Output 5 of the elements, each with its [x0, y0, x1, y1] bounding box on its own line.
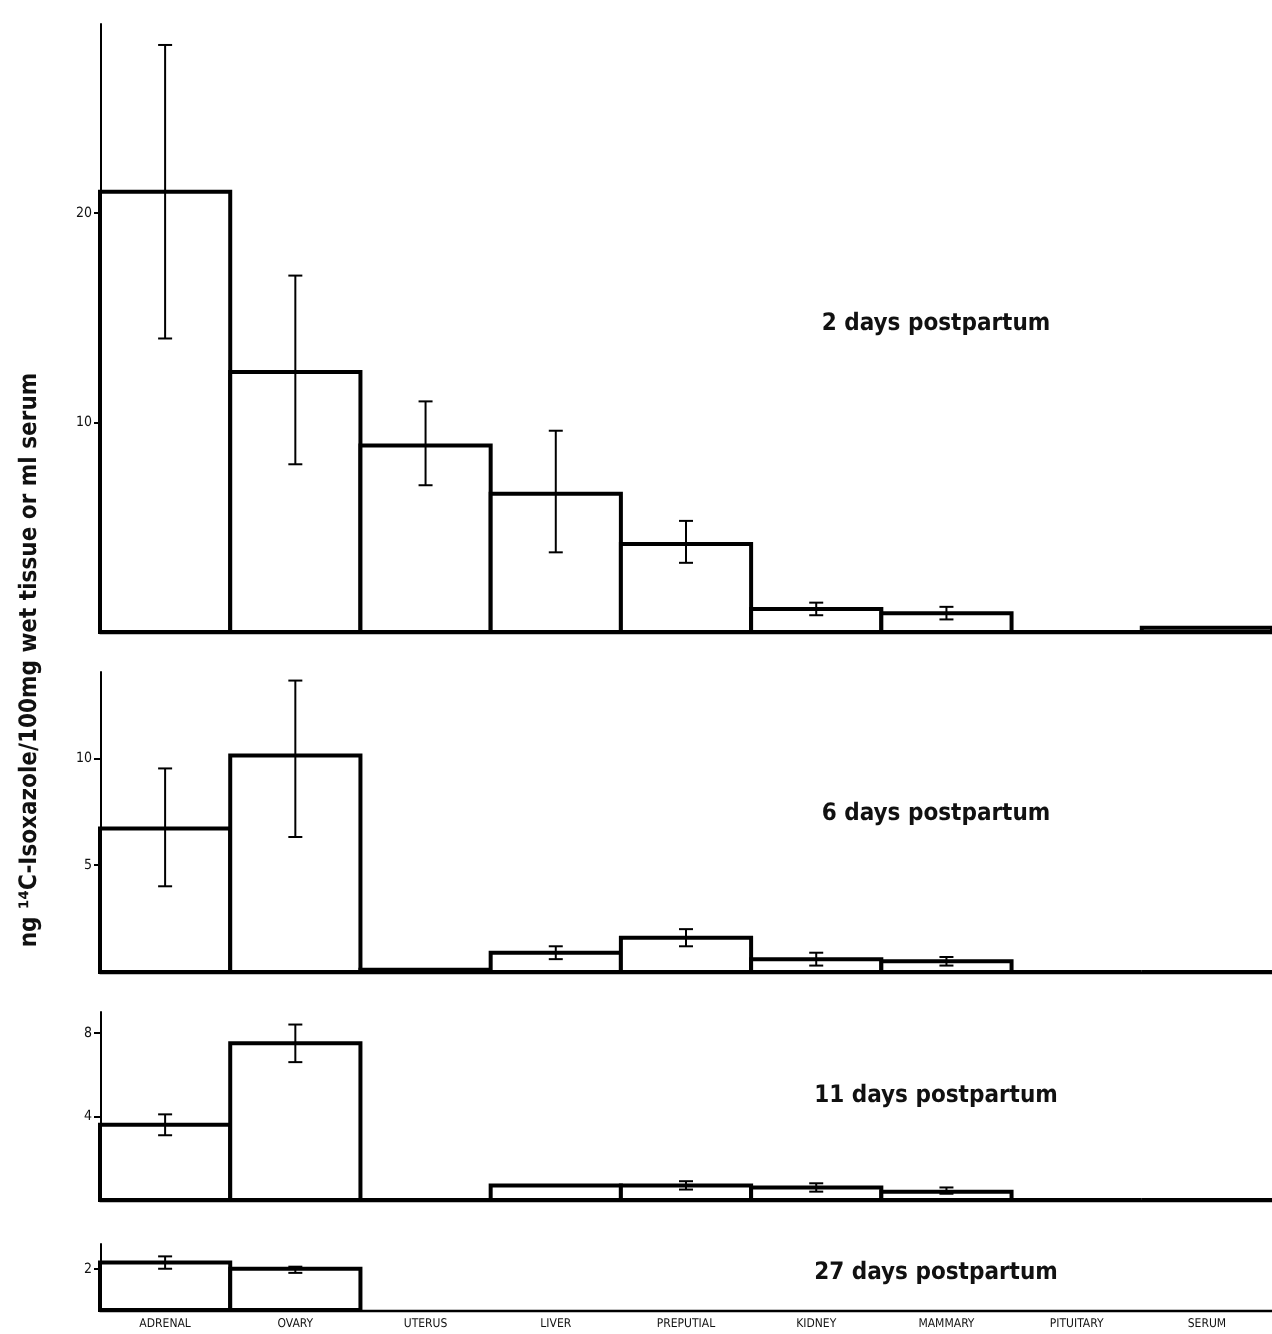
text: 11 days postpartum [814, 1080, 1058, 1108]
text: 2 days postpartum [821, 308, 1051, 336]
text: 6 days postpartum [821, 798, 1051, 826]
y-axis-title: ng ¹⁴C-Isoxazole/100mg wet tissue or ml serum [14, 372, 42, 948]
text: 27 days postpartum [814, 1257, 1058, 1285]
